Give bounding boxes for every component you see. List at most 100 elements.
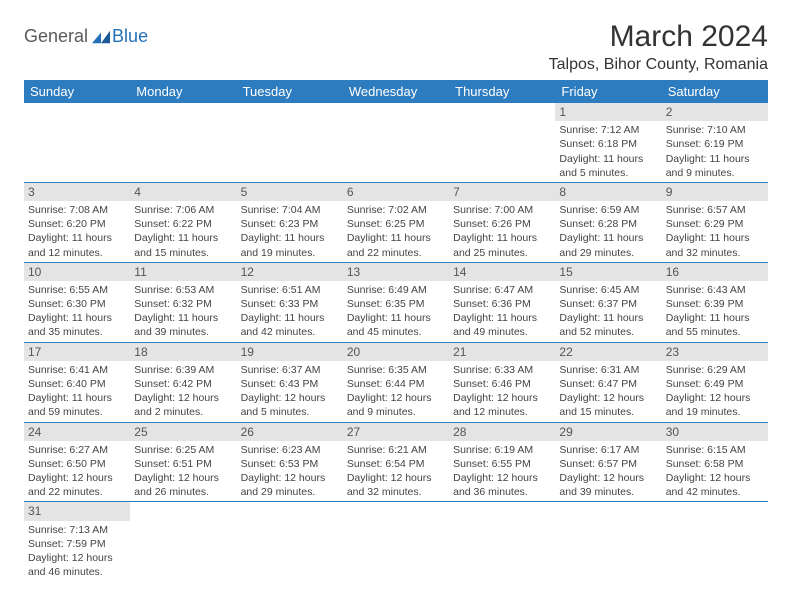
sunset-text: Sunset: 6:43 PM (241, 377, 339, 391)
sunrise-text: Sunrise: 6:23 AM (241, 443, 339, 457)
daylight-text: Daylight: 11 hours and 39 minutes. (134, 311, 232, 339)
day-number: 30 (662, 423, 768, 441)
day-number: 24 (24, 423, 130, 441)
day-number: 18 (130, 343, 236, 361)
day-body: Sunrise: 6:53 AMSunset: 6:32 PMDaylight:… (130, 283, 236, 342)
daylight-text: Daylight: 12 hours and 32 minutes. (347, 471, 445, 499)
day-body: Sunrise: 6:39 AMSunset: 6:42 PMDaylight:… (130, 363, 236, 422)
calendar-cell: 22Sunrise: 6:31 AMSunset: 6:47 PMDayligh… (555, 342, 661, 422)
calendar-cell (555, 502, 661, 581)
title-block: March 2024 Talpos, Bihor County, Romania (549, 20, 768, 74)
calendar-cell: 5 Sunrise: 7:04 AMSunset: 6:23 PMDaylight… (237, 182, 343, 262)
sunset-text: Sunset: 6:51 PM (134, 457, 232, 471)
sunset-text: Sunset: 6:33 PM (241, 297, 339, 311)
sunset-text: Sunset: 6:19 PM (666, 137, 764, 151)
day-number: 12 (237, 263, 343, 281)
day-number: 13 (343, 263, 449, 281)
sunrise-text: Sunrise: 6:21 AM (347, 443, 445, 457)
calendar-cell (662, 502, 768, 581)
day-number: 9 (662, 183, 768, 201)
day-body: Sunrise: 6:29 AMSunset: 6:49 PMDaylight:… (662, 363, 768, 422)
calendar-cell: 15Sunrise: 6:45 AMSunset: 6:37 PMDayligh… (555, 262, 661, 342)
weekday-header: Tuesday (237, 80, 343, 103)
day-body: Sunrise: 7:04 AMSunset: 6:23 PMDaylight:… (237, 203, 343, 262)
day-number: 2 (662, 103, 768, 121)
sunset-text: Sunset: 6:50 PM (28, 457, 126, 471)
day-body: Sunrise: 6:25 AMSunset: 6:51 PMDaylight:… (130, 443, 236, 502)
calendar-page: General Blue March 2024 Talpos, Bihor Co… (0, 0, 792, 601)
day-body: Sunrise: 7:10 AMSunset: 6:19 PMDaylight:… (662, 123, 768, 182)
month-title: March 2024 (549, 20, 768, 54)
daylight-text: Daylight: 11 hours and 9 minutes. (666, 152, 764, 180)
daylight-text: Daylight: 11 hours and 59 minutes. (28, 391, 126, 419)
sunset-text: Sunset: 6:44 PM (347, 377, 445, 391)
weekday-header: Wednesday (343, 80, 449, 103)
calendar-cell: 30Sunrise: 6:15 AMSunset: 6:58 PMDayligh… (662, 422, 768, 502)
sunset-text: Sunset: 6:28 PM (559, 217, 657, 231)
sunrise-text: Sunrise: 6:51 AM (241, 283, 339, 297)
weekday-header-row: Sunday Monday Tuesday Wednesday Thursday… (24, 80, 768, 103)
daylight-text: Daylight: 12 hours and 5 minutes. (241, 391, 339, 419)
daylight-text: Daylight: 11 hours and 15 minutes. (134, 231, 232, 259)
day-body: Sunrise: 7:08 AMSunset: 6:20 PMDaylight:… (24, 203, 130, 262)
weekday-header: Sunday (24, 80, 130, 103)
calendar-cell (343, 103, 449, 182)
calendar-cell: 16Sunrise: 6:43 AMSunset: 6:39 PMDayligh… (662, 262, 768, 342)
weekday-header: Thursday (449, 80, 555, 103)
sunset-text: Sunset: 6:58 PM (666, 457, 764, 471)
calendar-cell: 14Sunrise: 6:47 AMSunset: 6:36 PMDayligh… (449, 262, 555, 342)
daylight-text: Daylight: 11 hours and 25 minutes. (453, 231, 551, 259)
calendar-table: Sunday Monday Tuesday Wednesday Thursday… (24, 80, 768, 581)
calendar-row: 24 Sunrise: 6:27 AMSunset: 6:50 PM Dayligh… (24, 422, 768, 502)
calendar-row: 3Sunrise: 7:08 AMSunset: 6:20 PMDaylight… (24, 182, 768, 262)
day-number: 8 (555, 183, 661, 201)
sunset-text: Sunset: 6:22 PM (134, 217, 232, 231)
day-body: Sunrise: 7:12 AMSunset: 6:18 PMDaylight:… (555, 123, 661, 182)
sunset-text: Sunset: 6:36 PM (453, 297, 551, 311)
sunrise-text: Sunrise: 7:04 AM (241, 203, 339, 217)
calendar-cell (237, 502, 343, 581)
day-body: Sunrise: 6:21 AMSunset: 6:54 PMDaylight:… (343, 443, 449, 502)
logo-mark-icon (92, 30, 110, 44)
sunset-text: Sunset: 6:55 PM (453, 457, 551, 471)
calendar-cell: 17Sunrise: 6:41 AMSunset: 6:40 PMDayligh… (24, 342, 130, 422)
day-number: 11 (130, 263, 236, 281)
calendar-cell (343, 502, 449, 581)
day-body: Sunrise: 7:00 AMSunset: 6:26 PMDaylight:… (449, 203, 555, 262)
sunrise-text: Sunrise: 6:27 AM (28, 443, 126, 457)
daylight-text: Daylight: 12 hours and 46 minutes. (28, 551, 126, 579)
sunrise-text: Sunrise: 6:37 AM (241, 363, 339, 377)
daylight-text: Daylight: 11 hours and 29 minutes. (559, 231, 657, 259)
sunrise-text: Sunrise: 6:47 AM (453, 283, 551, 297)
daylight-text: Daylight: 12 hours and 2 minutes. (134, 391, 232, 419)
header: General Blue March 2024 Talpos, Bihor Co… (24, 20, 768, 74)
calendar-row: 31Sunrise: 7:13 AMSunset: 7:59 PMDayligh… (24, 502, 768, 581)
sunrise-text: Sunrise: 6:31 AM (559, 363, 657, 377)
sunrise-text: Sunrise: 7:08 AM (28, 203, 126, 217)
daylight-text: Daylight: 12 hours and 9 minutes. (347, 391, 445, 419)
calendar-cell: 3Sunrise: 7:08 AMSunset: 6:20 PMDaylight… (24, 182, 130, 262)
calendar-cell: 29Sunrise: 6:17 AMSunset: 6:57 PMDayligh… (555, 422, 661, 502)
sunrise-text: Sunrise: 6:49 AM (347, 283, 445, 297)
sunrise-text: Sunrise: 7:12 AM (559, 123, 657, 137)
calendar-cell: 2 Sunrise: 7:10 AMSunset: 6:19 PMDaylight… (662, 103, 768, 182)
sunrise-text: Sunrise: 6:39 AM (134, 363, 232, 377)
weekday-header: Monday (130, 80, 236, 103)
day-number: 20 (343, 343, 449, 361)
day-number: 26 (237, 423, 343, 441)
calendar-cell: 6Sunrise: 7:02 AMSunset: 6:25 PMDaylight… (343, 182, 449, 262)
day-body: Sunrise: 6:31 AMSunset: 6:47 PMDaylight:… (555, 363, 661, 422)
day-number: 5 (237, 183, 343, 201)
daylight-text: Daylight: 12 hours and 39 minutes. (559, 471, 657, 499)
day-body: Sunrise: 6:37 AMSunset: 6:43 PMDaylight:… (237, 363, 343, 422)
day-number: 16 (662, 263, 768, 281)
day-number: 25 (130, 423, 236, 441)
sunset-text: Sunset: 6:42 PM (134, 377, 232, 391)
day-body: Sunrise: 7:13 AMSunset: 7:59 PMDaylight:… (24, 523, 130, 582)
sunset-text: Sunset: 6:30 PM (28, 297, 126, 311)
calendar-cell (130, 502, 236, 581)
day-body: Sunrise: 6:47 AMSunset: 6:36 PMDaylight:… (449, 283, 555, 342)
sunset-text: Sunset: 6:54 PM (347, 457, 445, 471)
calendar-cell: 25 Sunrise: 6:25 AMSunset: 6:51 PMDayligh… (130, 422, 236, 502)
calendar-cell: 28Sunrise: 6:19 AMSunset: 6:55 PMDayligh… (449, 422, 555, 502)
